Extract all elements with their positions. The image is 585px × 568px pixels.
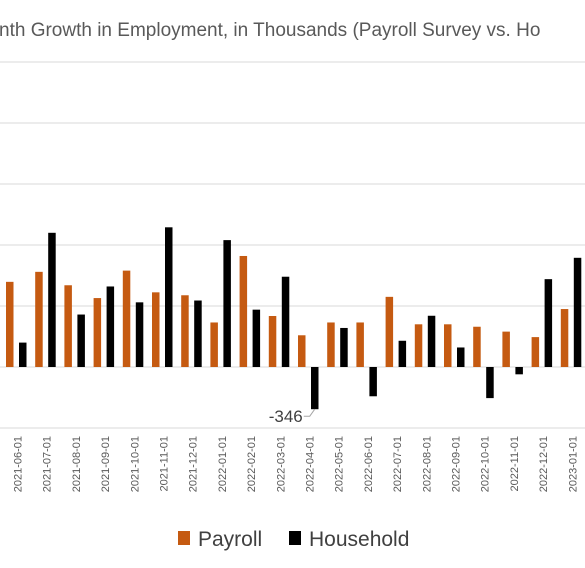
bar-household (194, 300, 202, 367)
x-tick-label: 2021-06-01 (13, 436, 25, 492)
bar-household (398, 340, 407, 367)
bar-payroll (35, 271, 43, 367)
gridlines (0, 61, 585, 429)
x-tick-label: 2021-11-01 (159, 436, 171, 491)
annotations: -346 (269, 407, 316, 426)
bar-household (252, 309, 261, 367)
bar-household (223, 240, 231, 367)
bar-household (340, 327, 348, 367)
bar-payroll (268, 316, 277, 367)
bar-payroll (210, 322, 218, 367)
bar-household (369, 367, 377, 397)
bar-payroll (64, 285, 72, 367)
bar-payroll (327, 322, 335, 367)
bar-household (19, 342, 27, 367)
bar-household (311, 367, 319, 410)
bar-household (106, 286, 115, 367)
bar-household (135, 302, 144, 367)
data-label: -346 (269, 407, 303, 426)
bar-household (573, 257, 582, 367)
x-tick-label: 2022-02-01 (246, 436, 258, 492)
x-tick-label: 2021-07-01 (42, 436, 54, 492)
x-tick-labels: 2021-06-01 2021-07-01 2021-08-01 2021-09-01… (13, 436, 580, 492)
bar-payroll (444, 324, 452, 367)
x-tick-label: 2023-01-01 (567, 436, 579, 492)
bars (6, 227, 582, 410)
bar-payroll (239, 255, 248, 367)
x-tick-label: 2022-07-01 (392, 436, 404, 492)
bar-household (515, 367, 523, 375)
bar-payroll (531, 337, 540, 367)
bar-payroll (356, 322, 364, 367)
bar-household (48, 232, 56, 367)
bar-payroll (414, 324, 423, 367)
bar-household (486, 367, 494, 399)
x-tick-label: 2022-04-01 (305, 436, 317, 492)
legend-swatch-household (289, 531, 301, 545)
legend-label-payroll: Payroll (198, 528, 262, 551)
x-tick-label: 2022-06-01 (363, 436, 375, 492)
bar-payroll (152, 292, 160, 367)
bar-payroll (6, 281, 14, 367)
bar-payroll (93, 298, 102, 367)
bar-payroll (560, 309, 569, 367)
bar-household (457, 347, 465, 367)
bar-household (427, 315, 436, 367)
bar-payroll (502, 331, 510, 367)
chart-title: nth Growth in Employment, in Thousands (… (0, 20, 540, 41)
legend-swatch-payroll (178, 531, 190, 545)
bar-household (544, 279, 553, 367)
x-tick-label: 2021-09-01 (100, 436, 112, 492)
bar-household (281, 276, 290, 367)
legend-label-household: Household (309, 528, 409, 551)
bar-payroll (385, 296, 394, 367)
bar-payroll (122, 270, 131, 367)
x-tick-label: 2022-03-01 (275, 436, 287, 492)
x-tick-label: 2022-08-01 (421, 436, 433, 492)
annotation-leader-line (303, 408, 316, 417)
bar-payroll (181, 295, 189, 367)
x-tick-label: 2022-11-01 (509, 436, 521, 491)
legend: Payroll Household (178, 528, 409, 551)
bar-payroll (473, 326, 481, 367)
x-tick-label: 2021-12-01 (188, 436, 200, 492)
bar-household (165, 227, 173, 367)
bar-household (77, 314, 85, 367)
x-tick-label: 2022-01-01 (217, 436, 229, 492)
bar-payroll (298, 335, 306, 367)
x-tick-label: 2022-12-01 (538, 436, 550, 492)
x-tick-label: 2021-10-01 (129, 436, 141, 492)
x-tick-label: 2022-05-01 (334, 436, 346, 492)
x-tick-label: 2021-08-01 (71, 436, 83, 492)
x-tick-label: 2022-09-01 (451, 436, 463, 492)
x-tick-label: 2022-10-01 (480, 436, 492, 492)
